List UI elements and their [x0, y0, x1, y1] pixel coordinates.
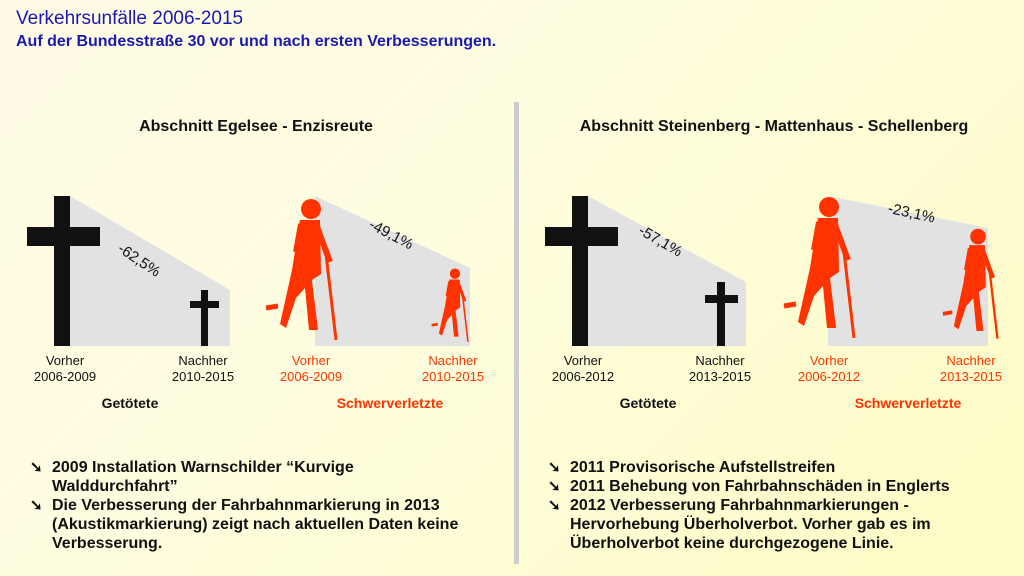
- cross-icon: [27, 196, 100, 346]
- panel-steinenberg-schellenberg: Abschnitt Steinenberg - Mattenhaus - Sch…: [518, 0, 1024, 576]
- page-subtitle: Auf der Bundesstraße 30 vor und nach ers…: [16, 33, 497, 50]
- before-label: Vorher: [563, 353, 603, 368]
- before-label: Vorher: [45, 353, 85, 368]
- measures-list: ➘ 2011 Provisorische Aufstellstreifen ➘ 20…: [548, 458, 1008, 553]
- panel-heading: Abschnitt Steinenberg - Mattenhaus - Sch…: [579, 118, 969, 135]
- list-item: ➘ 2009 Installation Warnschilder “Kurvige…: [30, 459, 354, 495]
- after-label: Nachher: [178, 353, 228, 368]
- comparison-graphic: [545, 196, 999, 346]
- arrow-down-right-icon: ➘: [548, 478, 561, 495]
- crutch-person-icon: [942, 228, 999, 339]
- before-period: 2006-2012: [797, 369, 861, 384]
- cross-icon: [190, 290, 219, 346]
- before-label: Vorher: [809, 353, 849, 368]
- killed-after-label: Nachher 2013-2015: [675, 353, 765, 385]
- injured-category: Schwerverletzte: [336, 395, 444, 411]
- killed-before-label: Vorher 2006-2012: [538, 353, 628, 385]
- cross-icon: [705, 282, 738, 346]
- measures-list: ➘ 2009 Installation Warnschilder “Kurvige…: [30, 458, 480, 553]
- killed-change-wedge: [588, 196, 746, 346]
- killed-category: Getötete: [101, 395, 159, 411]
- list-item: ➘ Die Verbesserung der Fahrbahnmarkierung…: [30, 497, 459, 552]
- panel-egelsee-enzisreute: Abschnitt Egelsee - Enzisreute: [20, 118, 498, 553]
- before-label: Vorher: [291, 353, 331, 368]
- before-period: 2006-2009: [279, 369, 343, 384]
- injured-after-label: Nachher 2013-2015: [926, 353, 1016, 385]
- crutch-person-icon: [783, 197, 856, 339]
- comparison-graphic: [27, 196, 470, 346]
- arrow-down-right-icon: ➘: [548, 497, 561, 514]
- before-period: 2006-2012: [551, 369, 615, 384]
- page-title: Verkehrsunfälle 2006-2015: [16, 8, 244, 29]
- after-period: 2010-2015: [171, 369, 235, 384]
- injured-category: Schwerverletzte: [854, 395, 962, 411]
- arrow-down-right-icon: ➘: [548, 459, 561, 476]
- crutch-person-icon: [431, 268, 469, 342]
- killed-after-label: Nachher 2010-2015: [158, 353, 248, 385]
- killed-change-wedge: [70, 196, 230, 346]
- panel-divider: [514, 102, 519, 564]
- killed-before-label: Vorher 2006-2009: [20, 353, 110, 385]
- arrow-down-right-icon: ➘: [30, 459, 43, 476]
- after-label: Nachher: [428, 353, 478, 368]
- before-period: 2006-2009: [33, 369, 97, 384]
- cross-icon: [545, 196, 618, 346]
- killed-category: Getötete: [619, 395, 677, 411]
- list-item: ➘ 2011 Provisorische Aufstellstreifen: [548, 459, 836, 476]
- injured-change-wedge: [315, 196, 470, 346]
- injured-after-label: Nachher 2010-2015: [408, 353, 498, 385]
- injured-change-wedge: [828, 196, 988, 346]
- after-period: 2013-2015: [939, 369, 1003, 384]
- after-period: 2010-2015: [421, 369, 485, 384]
- crutch-person-icon: [265, 199, 338, 341]
- after-label: Nachher: [946, 353, 996, 368]
- arrow-down-right-icon: ➘: [30, 497, 43, 514]
- after-period: 2013-2015: [688, 369, 752, 384]
- after-label: Nachher: [695, 353, 745, 368]
- panel-heading: Abschnitt Egelsee - Enzisreute: [139, 118, 373, 135]
- injured-before-label: Vorher 2006-2009: [266, 353, 356, 385]
- injured-before-label: Vorher 2006-2012: [784, 353, 874, 385]
- list-item: ➘ 2012 Verbesserung Fahrbahnmarkierungen …: [548, 497, 931, 552]
- list-item: ➘ 2011 Behebung von Fahrbahnschäden in En…: [548, 478, 950, 495]
